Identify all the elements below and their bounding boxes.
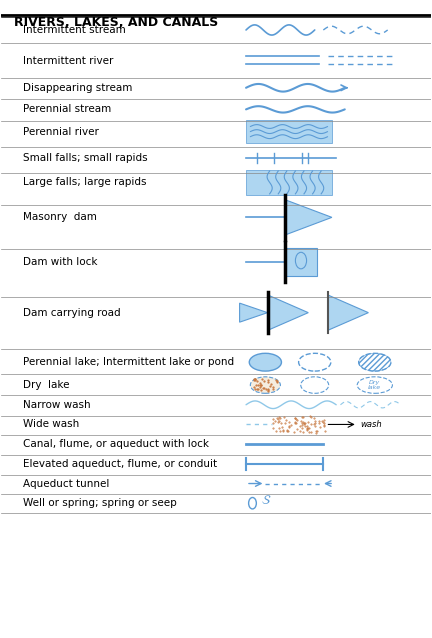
Text: Masonry  dam: Masonry dam [23,212,97,223]
Text: Perennial lake; Intermittent lake or pond: Perennial lake; Intermittent lake or pon… [23,357,234,367]
Text: Dry  lake: Dry lake [23,380,70,390]
Text: Elevated aqueduct, flume, or conduit: Elevated aqueduct, flume, or conduit [23,459,217,469]
Polygon shape [267,295,308,330]
Polygon shape [240,303,267,322]
Text: Dry
lake: Dry lake [368,380,381,390]
Ellipse shape [301,377,329,393]
Text: Intermittent stream: Intermittent stream [23,25,126,35]
Text: Disappearing stream: Disappearing stream [23,83,132,93]
FancyBboxPatch shape [285,248,317,276]
Text: Perennial river: Perennial river [23,126,99,137]
Ellipse shape [250,377,280,393]
Text: Intermittent river: Intermittent river [23,56,113,66]
Text: Small falls; small rapids: Small falls; small rapids [23,152,147,163]
Text: wash: wash [360,420,381,429]
Text: Dam carrying road: Dam carrying road [23,308,121,318]
Text: Well or spring; spring or seep: Well or spring; spring or seep [23,498,177,508]
Ellipse shape [357,377,392,393]
Ellipse shape [249,353,282,371]
Text: Perennial stream: Perennial stream [23,105,111,114]
Text: $\mathcal{S}$: $\mathcal{S}$ [261,494,272,507]
Polygon shape [285,200,332,235]
Text: RIVERS, LAKES, AND CANALS: RIVERS, LAKES, AND CANALS [14,16,219,29]
Text: Wide wash: Wide wash [23,419,79,429]
Text: Large falls; large rapids: Large falls; large rapids [23,177,146,188]
Text: Aqueduct tunnel: Aqueduct tunnel [23,478,109,489]
Text: Dam with lock: Dam with lock [23,257,97,267]
Ellipse shape [299,353,331,371]
FancyBboxPatch shape [246,120,332,143]
FancyBboxPatch shape [246,170,332,195]
Polygon shape [327,295,368,330]
Text: Narrow wash: Narrow wash [23,400,90,410]
Text: Canal, flume, or aqueduct with lock: Canal, flume, or aqueduct with lock [23,439,209,449]
